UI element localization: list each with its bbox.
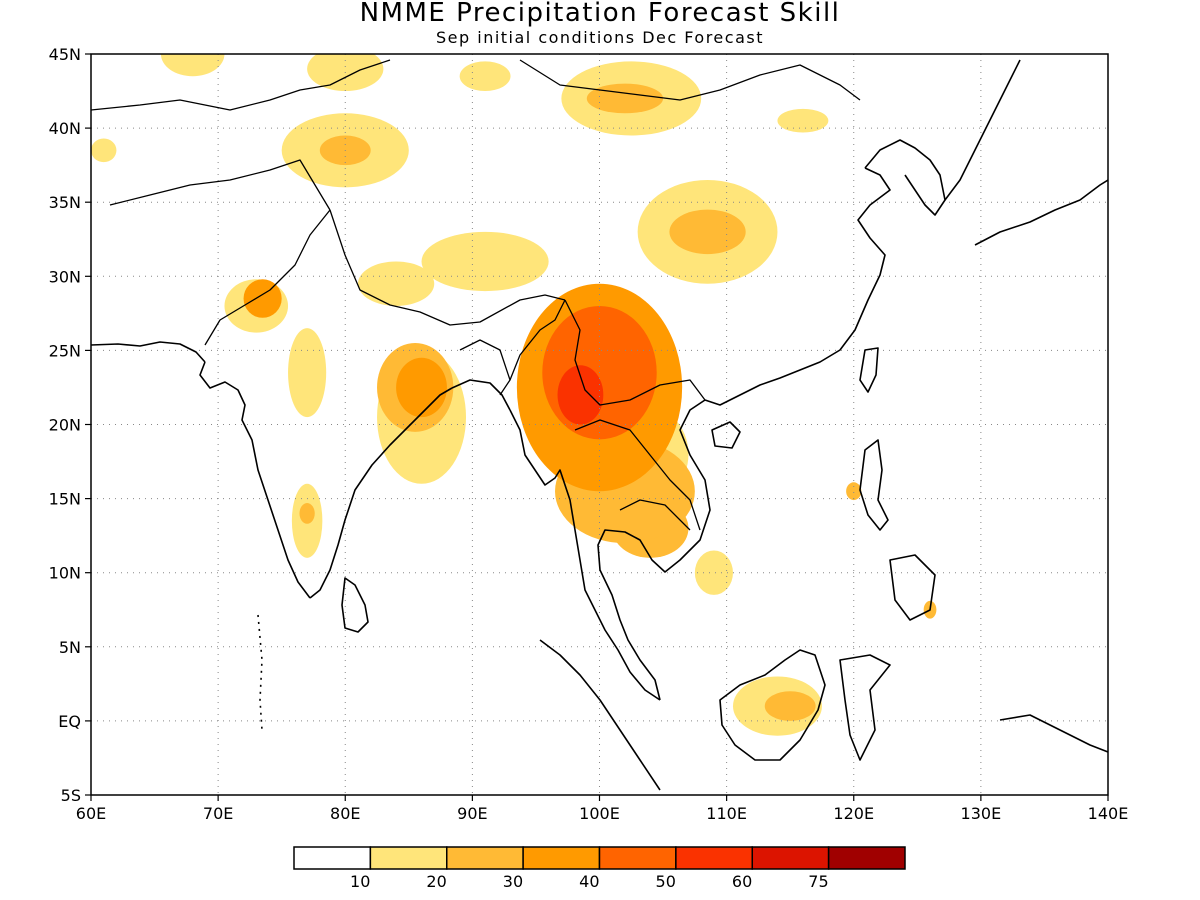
border-myanmar-china bbox=[564, 299, 706, 406]
coastline-philippines-mindanao bbox=[889, 554, 936, 621]
coastline-layer bbox=[91, 59, 1108, 791]
coastline-maldives bbox=[257, 614, 263, 731]
coastline-north-korea-russia bbox=[944, 59, 1021, 201]
border-laos-thailand bbox=[574, 419, 701, 531]
x-tick-label: 120E bbox=[833, 804, 874, 823]
border-india-pakistan bbox=[204, 209, 331, 346]
x-tick-label: 100E bbox=[579, 804, 620, 823]
x-tick-label: 70E bbox=[203, 804, 233, 823]
y-tick-label: 10N bbox=[49, 564, 81, 583]
colorbar-label: 50 bbox=[656, 872, 676, 891]
y-tick-label: EQ bbox=[58, 712, 81, 731]
coastline-myanmar bbox=[509, 409, 661, 701]
y-tick-label: 30N bbox=[49, 267, 81, 286]
border-china-mongolia bbox=[519, 59, 861, 101]
skill-region bbox=[586, 83, 664, 114]
skill-region bbox=[357, 261, 435, 306]
coastline-iran-pakistan bbox=[91, 341, 206, 363]
skill-region bbox=[764, 691, 816, 721]
colorbar-swatch bbox=[293, 846, 372, 870]
x-tick-label: 60E bbox=[76, 804, 106, 823]
colorbar-label: 40 bbox=[579, 872, 599, 891]
skill-region bbox=[421, 231, 549, 292]
border-cambodia bbox=[619, 499, 691, 531]
colorbar-swatch bbox=[598, 846, 677, 870]
colorbar-swatch bbox=[446, 846, 524, 870]
coastline-sri-lanka bbox=[341, 577, 369, 633]
y-tick-label: 35N bbox=[49, 193, 81, 212]
colorbar-label: 75 bbox=[808, 872, 828, 891]
y-tick-label: 5N bbox=[59, 638, 81, 657]
colorbar-label: 10 bbox=[350, 872, 370, 891]
skill-region bbox=[299, 503, 315, 524]
x-tick-label: 90E bbox=[457, 804, 487, 823]
colorbar-swatch bbox=[369, 846, 448, 870]
coastline-korea bbox=[864, 139, 946, 216]
skill-region bbox=[694, 550, 733, 595]
coastline-taiwan bbox=[859, 347, 879, 393]
y-tick-label: 40N bbox=[49, 119, 81, 138]
y-tick-label: 15N bbox=[49, 490, 81, 509]
skill-region bbox=[243, 279, 282, 318]
coastline-india-west bbox=[199, 361, 311, 599]
colorbar: 10 20 30 40 50 60 75 bbox=[293, 846, 906, 891]
x-tick-label: 80E bbox=[330, 804, 360, 823]
skill-region bbox=[846, 482, 862, 501]
coastline-philippines-luzon bbox=[859, 439, 889, 531]
coastline-japan bbox=[974, 179, 1108, 246]
map-title: NMME Precipitation Forecast Skill bbox=[359, 0, 841, 28]
skill-region bbox=[459, 61, 511, 92]
border-bangladesh bbox=[459, 339, 511, 396]
skill-region bbox=[669, 209, 746, 255]
country-borders-layer bbox=[91, 59, 861, 531]
y-tick-label: 25N bbox=[49, 341, 81, 360]
colorbar-swatch bbox=[522, 846, 601, 870]
coastline-south-china bbox=[704, 167, 891, 406]
coastline-india-east bbox=[309, 387, 453, 599]
skill-shading-layer bbox=[91, 54, 937, 736]
y-tick-label: 20N bbox=[49, 416, 81, 435]
border-central-asia bbox=[91, 59, 391, 111]
x-tick-label: 130E bbox=[961, 804, 1002, 823]
skill-region bbox=[777, 108, 829, 133]
y-tick-label: 5S bbox=[61, 786, 81, 805]
x-tick-label: 140E bbox=[1088, 804, 1129, 823]
coastline-borneo bbox=[719, 649, 826, 761]
colorbar-label: 20 bbox=[426, 872, 446, 891]
y-tick-label: 45N bbox=[49, 45, 81, 64]
coastline-sulawesi bbox=[839, 654, 891, 761]
axis-labels-layer: 60E 70E 80E 90E 100E 110E 120E 130E 140E 5S EQ 5N 10… bbox=[49, 45, 1129, 823]
border-afghanistan bbox=[109, 159, 331, 211]
coastline-sumatra bbox=[539, 639, 661, 791]
skill-region bbox=[557, 365, 604, 425]
border-india-myanmar bbox=[509, 299, 566, 381]
colorbar-swatch bbox=[751, 846, 830, 870]
colorbar-label: 60 bbox=[732, 872, 752, 891]
coastline-gulf-of-thailand bbox=[597, 399, 711, 701]
skill-region bbox=[160, 54, 225, 77]
colorbar-swatch bbox=[675, 846, 753, 870]
x-tick-label: 110E bbox=[706, 804, 747, 823]
colorbar-swatch bbox=[827, 846, 906, 870]
map-subtitle: Sep initial conditions Dec Forecast bbox=[436, 28, 764, 47]
skill-region bbox=[288, 328, 327, 418]
skill-region bbox=[396, 357, 447, 418]
coastline-hainan bbox=[711, 421, 741, 449]
colorbar-label: 30 bbox=[503, 872, 523, 891]
coastline-new-guinea bbox=[999, 714, 1108, 753]
skill-region bbox=[91, 138, 117, 163]
coastline-bangladesh bbox=[451, 379, 511, 411]
border-himalaya bbox=[329, 209, 566, 326]
